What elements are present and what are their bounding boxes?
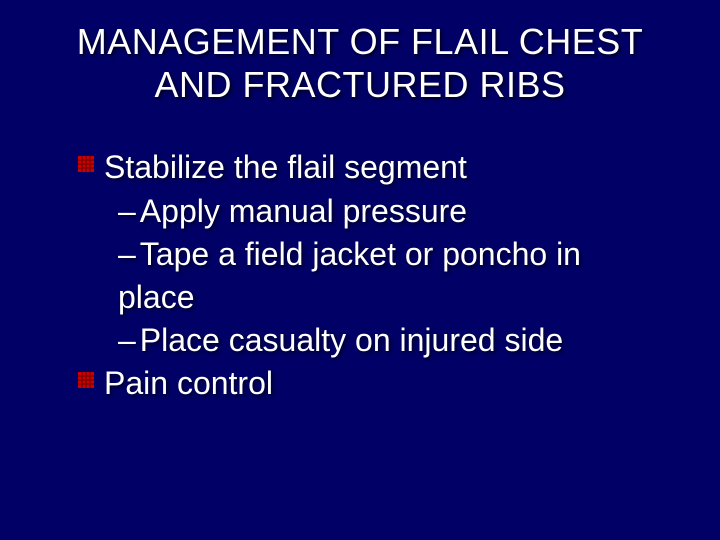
sub-item: –Place casualty on injured side [78, 319, 690, 362]
sub-item-continuation: place [78, 276, 690, 319]
sub-text: Place casualty on injured side [140, 322, 563, 358]
bullet-text: Pain control [104, 362, 273, 405]
title-line-1: MANAGEMENT OF FLAIL CHEST [30, 20, 690, 63]
dash-icon: – [118, 193, 136, 229]
bullet-square-icon [78, 156, 94, 172]
dash-icon: – [118, 236, 136, 272]
bullet-text: Stabilize the flail segment [104, 146, 467, 189]
title-line-2: AND FRACTURED RIBS [30, 63, 690, 106]
sub-text: Apply manual pressure [140, 193, 467, 229]
dash-icon: – [118, 322, 136, 358]
slide-title: MANAGEMENT OF FLAIL CHEST AND FRACTURED … [30, 20, 690, 106]
sub-item: –Tape a field jacket or poncho in [78, 233, 690, 276]
bullet-item: Stabilize the flail segment [78, 146, 690, 189]
sub-text: place [118, 279, 195, 315]
sub-item: –Apply manual pressure [78, 190, 690, 233]
sub-text: Tape a field jacket or poncho in [140, 236, 581, 272]
bullet-square-icon [78, 372, 94, 388]
bullet-item: Pain control [78, 362, 690, 405]
slide-body: Stabilize the flail segment –Apply manua… [30, 146, 690, 405]
